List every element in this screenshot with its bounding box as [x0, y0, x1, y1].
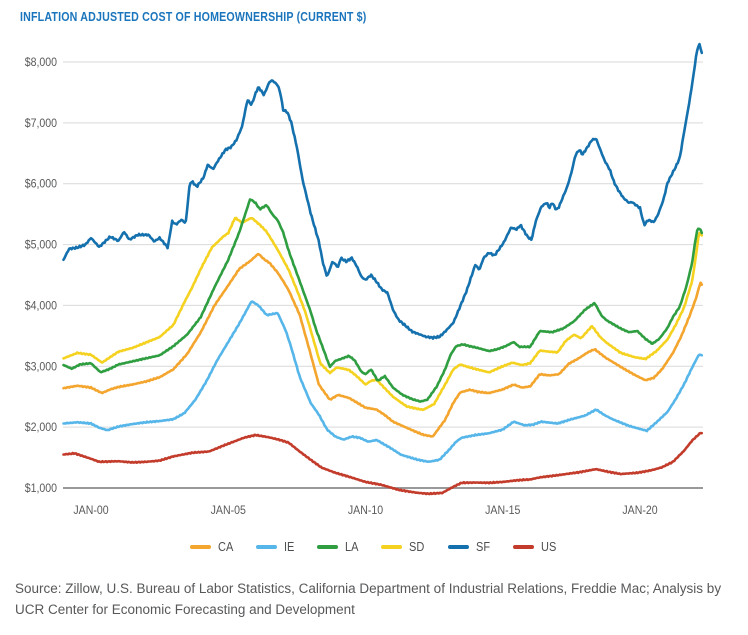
series-line-sd	[62, 216, 704, 412]
series-line-sf	[62, 42, 704, 340]
y-axis-label-7000: $7,000	[25, 117, 57, 130]
series-line-ie	[62, 300, 704, 463]
legend-swatch-sf	[447, 545, 469, 549]
series-line-ca	[62, 252, 704, 438]
legend-label-us: US	[540, 540, 557, 554]
y-axis-label-4000: $4,000	[25, 300, 57, 313]
legend-swatch-sd	[381, 545, 403, 549]
legend-item-ca: CA	[189, 540, 235, 554]
y-axis-label-3000: $3,000	[25, 361, 57, 374]
chart-legend: CA IE LA SD SF US	[0, 540, 748, 554]
legend-swatch-us	[512, 545, 534, 549]
legend-label-ca: CA	[217, 540, 234, 554]
source-line-2: UCR Center for Economic Forecasting and …	[15, 602, 355, 617]
legend-label-sd: SD	[409, 540, 425, 554]
x-axis-label-2020: JAN-20	[622, 504, 657, 517]
chart-title: INFLATION ADJUSTED COST OF HOMEOWNERSHIP…	[20, 9, 367, 24]
source-note: Source: Zillow, U.S. Bureau of Labor Sta…	[15, 578, 739, 620]
series-line-la	[62, 198, 704, 403]
legend-swatch-ie	[256, 545, 278, 549]
y-axis-label-5000: $5,000	[25, 239, 57, 252]
y-axis-label-2000: $2,000	[25, 422, 57, 435]
axis-labels: $1,000 $2,000 $3,000 $4,000 $5,000 $6,000 $7,0…	[25, 56, 658, 517]
series-line-us	[62, 431, 704, 496]
legend-item-sf: SF	[447, 540, 492, 554]
y-axis-label-8000: $8,000	[25, 56, 57, 69]
legend-item-la: LA	[317, 540, 360, 554]
legend-label-la: LA	[345, 540, 359, 554]
line-chart: $1,000 $2,000 $3,000 $4,000 $5,000 $6,000 $7,0…	[25, 42, 704, 517]
x-axis-label-2015: JAN-15	[485, 504, 520, 517]
legend-item-us: US	[512, 540, 558, 554]
x-axis-label-2000: JAN-00	[73, 504, 108, 517]
legend-swatch-ca	[189, 545, 211, 549]
x-axis-label-2010: JAN-10	[348, 504, 383, 517]
legend-item-ie: IE	[256, 540, 296, 554]
y-axis-label-1000: $1,000	[25, 482, 57, 495]
source-line-1: Source: Zillow, U.S. Bureau of Labor Sta…	[15, 581, 722, 596]
y-axis-label-6000: $6,000	[25, 178, 57, 191]
x-axis-label-2005: JAN-05	[211, 504, 246, 517]
legend-label-sf: SF	[475, 540, 490, 554]
legend-swatch-la	[317, 545, 339, 549]
legend-item-sd: SD	[381, 540, 426, 554]
legend-label-ie: IE	[284, 540, 295, 554]
